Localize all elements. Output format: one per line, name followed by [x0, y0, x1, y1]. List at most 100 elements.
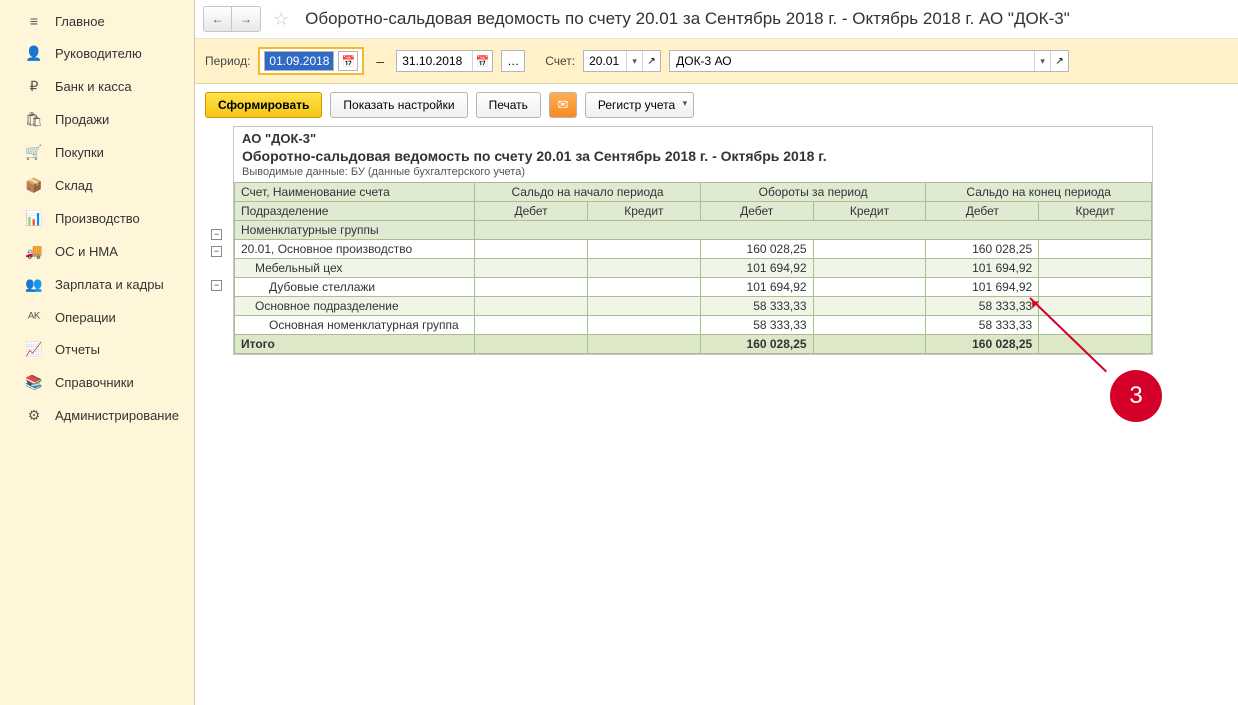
cell — [475, 278, 588, 297]
register-button[interactable]: Регистр учета — [585, 92, 694, 118]
sidebar-item-label: Покупки — [55, 145, 104, 160]
total-turn-debit: 160 028,25 — [700, 335, 813, 354]
print-button[interactable]: Печать — [476, 92, 541, 118]
cell: 101 694,92 — [700, 278, 813, 297]
col-credit-1: Кредит — [588, 202, 701, 221]
account-input[interactable] — [584, 51, 626, 71]
sidebar-item-label: Главное — [55, 14, 105, 29]
col-begin: Сальдо на начало периода — [475, 183, 701, 202]
cell — [813, 297, 926, 316]
report-org: АО "ДОК-3" — [242, 131, 1144, 146]
sidebar-item-9[interactable]: ᴬᴷОперации — [0, 301, 194, 333]
organization-box: ▾ ↗ — [669, 50, 1069, 72]
sidebar-icon: ᴬᴷ — [25, 309, 43, 325]
sidebar-item-label: Зарплата и кадры — [55, 277, 164, 292]
tree-toggle-icon[interactable]: − — [211, 280, 222, 291]
cell — [588, 297, 701, 316]
cell — [475, 316, 588, 335]
sidebar-icon: 📊 — [25, 210, 43, 227]
sidebar-item-0[interactable]: ≡Главное — [0, 5, 194, 37]
tree-toggle-icon[interactable]: − — [211, 229, 222, 240]
sidebar-item-7[interactable]: 🚚 ОС и НМА — [0, 235, 194, 268]
cell: 101 694,92 — [700, 259, 813, 278]
table-row[interactable]: Основная номенклатурная группа58 333,335… — [235, 316, 1152, 335]
annotation-number: 3 — [1129, 382, 1142, 410]
sidebar-item-4[interactable]: 🛒 Покупки — [0, 136, 194, 169]
cell — [1039, 278, 1152, 297]
organization-open-icon[interactable]: ↗ — [1050, 51, 1068, 71]
cell — [813, 316, 926, 335]
sidebar-item-5[interactable]: 📦Склад — [0, 169, 194, 202]
sidebar-item-3[interactable]: 🛍Продажи — [0, 103, 194, 136]
back-button[interactable]: ← — [204, 7, 232, 31]
cell — [475, 297, 588, 316]
dash: – — [376, 53, 384, 69]
sidebar-icon: ₽ — [25, 78, 43, 95]
sidebar-item-10[interactable]: 📈Отчеты — [0, 333, 194, 366]
report-table: Счет, Наименование счета Сальдо на начал… — [234, 182, 1152, 354]
cell — [475, 259, 588, 278]
sidebar: ≡Главное👤Руководителю₽Банк и касса🛍Прода… — [0, 0, 195, 705]
table-row[interactable]: 20.01, Основное производство160 028,2516… — [235, 240, 1152, 259]
report-subtitle: Выводимые данные: БУ (данные бухгалтерск… — [242, 166, 1144, 178]
favorite-icon[interactable]: ☆ — [273, 9, 289, 30]
sidebar-item-label: Производство — [55, 211, 140, 226]
period-to-box: 📅 — [396, 50, 493, 72]
show-settings-button[interactable]: Показать настройки — [330, 92, 467, 118]
cell: 58 333,33 — [700, 316, 813, 335]
calendar-to-icon[interactable]: 📅 — [472, 51, 492, 71]
sidebar-item-6[interactable]: 📊 Производство — [0, 202, 194, 235]
table-row[interactable]: Основное подразделение58 333,3358 333,33 — [235, 297, 1152, 316]
sidebar-icon: 🚚 — [25, 243, 43, 260]
period-label: Период: — [205, 54, 250, 68]
report-header: АО "ДОК-3" Оборотно-сальдовая ведомость … — [234, 127, 1152, 182]
col-debit-3: Дебет — [926, 202, 1039, 221]
col-debit-1: Дебет — [475, 202, 588, 221]
account-dropdown-icon[interactable]: ▾ — [626, 51, 642, 71]
sidebar-item-1[interactable]: 👤Руководителю — [0, 37, 194, 70]
account-open-icon[interactable]: ↗ — [642, 51, 660, 71]
cell: 101 694,92 — [926, 259, 1039, 278]
row-label: Основное подразделение — [235, 297, 475, 316]
date-from-input[interactable] — [264, 51, 334, 71]
form-button[interactable]: Сформировать — [205, 92, 322, 118]
sidebar-icon: 🛒 — [25, 144, 43, 161]
report-area: − − − АО "ДОК-3" Оборотно-сальдовая ведомо… — [195, 126, 1238, 705]
sidebar-item-8[interactable]: 👥 Зарплата и кадры — [0, 268, 194, 301]
calendar-from-icon[interactable]: 📅 — [338, 51, 358, 71]
report-title: Оборотно-сальдовая ведомость по счету 20… — [242, 148, 1144, 164]
col-account: Счет, Наименование счета — [235, 183, 475, 202]
organization-input[interactable] — [670, 51, 1034, 71]
account-box: ▾ ↗ — [583, 50, 661, 72]
sidebar-item-label: ОС и НМА — [55, 244, 118, 259]
col-turnover: Обороты за период — [700, 183, 926, 202]
sidebar-item-12[interactable]: ⚙Администрирование — [0, 399, 194, 432]
tree-toggle-icon[interactable]: − — [211, 246, 222, 257]
cell: 58 333,33 — [926, 316, 1039, 335]
mail-button[interactable]: ✉ — [549, 92, 577, 118]
row-label: Дубовые стеллажи — [235, 278, 475, 297]
organization-dropdown-icon[interactable]: ▾ — [1034, 51, 1050, 71]
forward-button[interactable]: → — [232, 7, 260, 31]
cell — [813, 278, 926, 297]
cell — [588, 316, 701, 335]
date-to-input[interactable] — [397, 51, 472, 71]
sidebar-item-label: Справочники — [55, 375, 134, 390]
sidebar-item-label: Администрирование — [55, 408, 179, 423]
sidebar-icon: 📦 — [25, 177, 43, 194]
col-credit-3: Кредит — [1039, 202, 1152, 221]
cell — [475, 240, 588, 259]
sidebar-icon: 🛍 — [25, 111, 43, 128]
period-ellipsis-button[interactable]: … — [501, 50, 525, 72]
table-row[interactable]: Дубовые стеллажи 101 694,92 101 694,92 — [235, 278, 1152, 297]
sidebar-item-11[interactable]: 📚Справочники — [0, 366, 194, 399]
period-from-box: 📅 — [258, 47, 364, 75]
sidebar-icon: 👥 — [25, 276, 43, 293]
total-label: Итого — [235, 335, 475, 354]
cell: 101 694,92 — [926, 278, 1039, 297]
table-row[interactable]: Мебельный цех101 694,92101 694,92 — [235, 259, 1152, 278]
cell — [813, 240, 926, 259]
sidebar-item-2[interactable]: ₽Банк и касса — [0, 70, 194, 103]
sidebar-icon: 📈 — [25, 341, 43, 358]
account-label: Счет: — [545, 54, 575, 68]
